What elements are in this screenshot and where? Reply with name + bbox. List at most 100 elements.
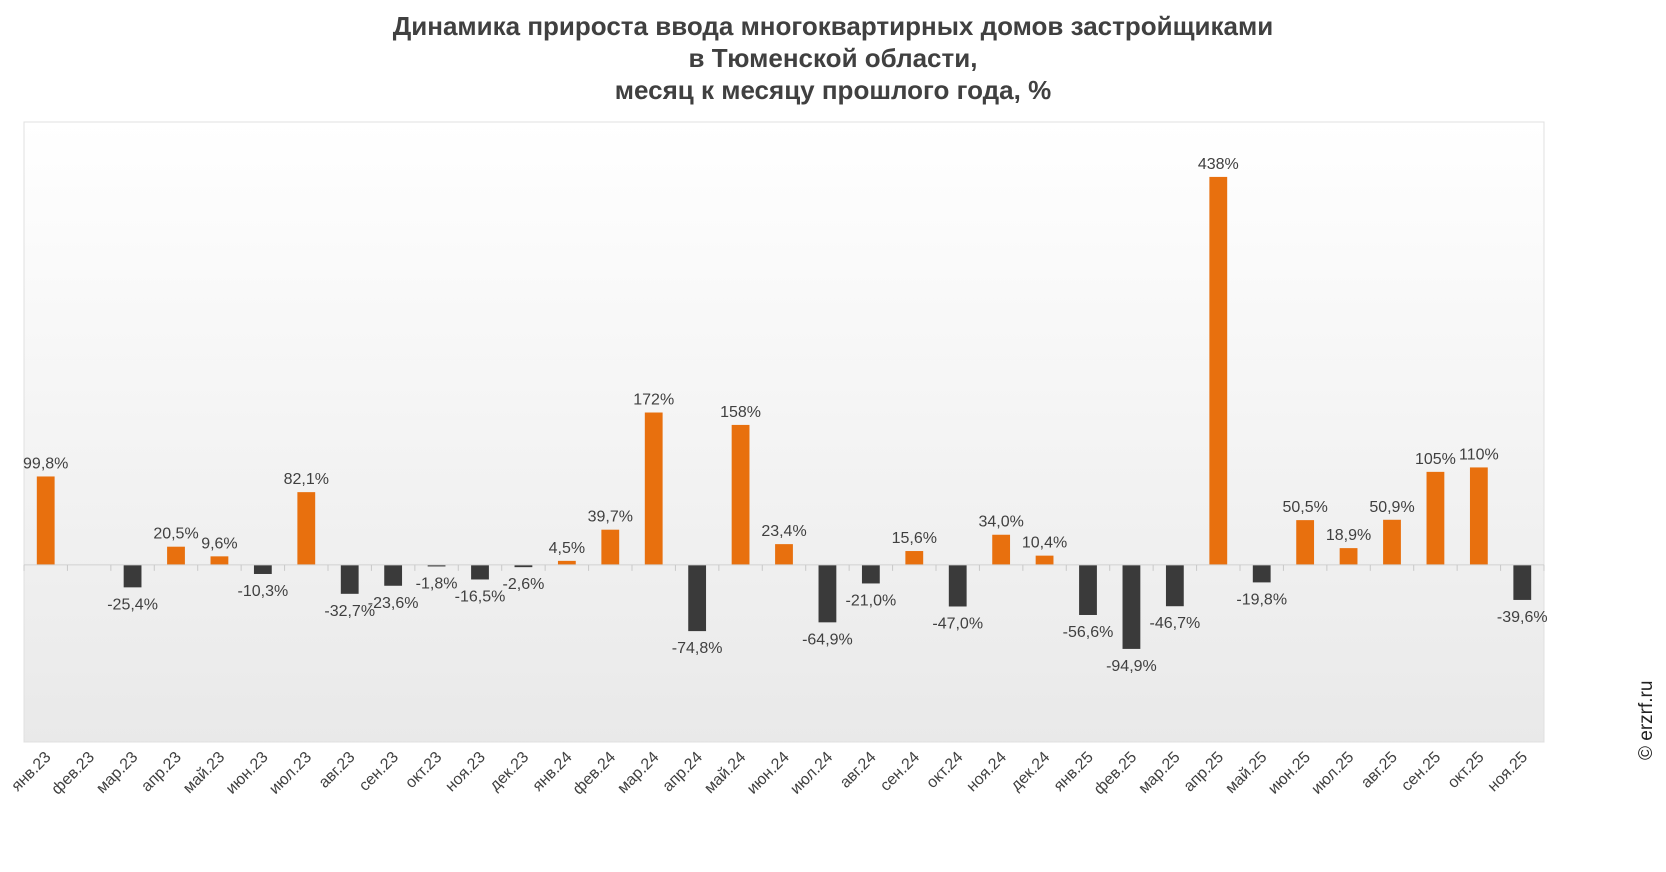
bar-сен.23 (384, 564, 403, 586)
data-label-дек.23: -2,6% (503, 576, 545, 593)
x-tick-label-июл.23: июл.23 (266, 749, 315, 798)
bar-апр.25 (1209, 176, 1228, 565)
bar-июл.24 (818, 564, 837, 623)
x-tick-label-авг.25: авг.25 (1358, 749, 1401, 792)
bar-сен.24 (905, 551, 924, 565)
data-label-июн.25: 50,5% (1282, 499, 1327, 516)
bar-дек.24 (1035, 555, 1054, 565)
data-label-май.25: -19,8% (1236, 591, 1287, 608)
data-label-окт.25: 110% (1459, 446, 1499, 463)
data-label-сен.25: 105% (1415, 451, 1456, 468)
data-label-апр.24: -74,8% (672, 640, 723, 657)
data-label-янв.24: 4,5% (549, 540, 585, 557)
x-tick-label-июл.24: июл.24 (787, 749, 836, 798)
data-label-окт.23: -1,8% (416, 575, 458, 592)
data-label-май.23: 9,6% (201, 535, 237, 552)
x-tick-label-апр.24: апр.24 (660, 749, 707, 796)
data-label-апр.23: 20,5% (153, 526, 198, 543)
bar-июл.25 (1339, 548, 1358, 565)
data-label-янв.25: -56,6% (1063, 624, 1114, 641)
x-tick-label-мар.23: мар.23 (93, 749, 141, 797)
data-label-май.24: 158% (720, 404, 761, 421)
bar-окт.24 (948, 564, 967, 607)
plot-area (23, 121, 1545, 743)
data-label-авг.25: 50,9% (1369, 499, 1414, 516)
bar-май.23 (210, 556, 229, 565)
bar-авг.24 (861, 564, 880, 584)
x-tick-label-июн.23: июн.23 (223, 749, 272, 798)
x-tick-label-июн.25: июн.25 (1265, 749, 1314, 798)
data-label-июн.24: 23,4% (761, 523, 806, 540)
x-tick-label-мар.25: мар.25 (1136, 749, 1184, 797)
bar-мар.25 (1165, 564, 1184, 607)
bar-ноя.24 (992, 534, 1011, 565)
data-label-июн.23: -10,3% (238, 583, 289, 600)
x-tick-label-авг.23: авг.23 (316, 749, 359, 792)
bar-авг.25 (1383, 519, 1401, 565)
bar-фев.25 (1122, 564, 1141, 649)
bar-июн.24 (775, 544, 793, 565)
bar-май.24 (731, 424, 750, 565)
x-tick-label-янв.24: янв.24 (530, 749, 576, 795)
data-label-мар.24: 172% (633, 392, 674, 409)
data-label-ноя.23: -16,5% (455, 588, 506, 605)
x-tick-label-ноя.24: ноя.24 (964, 749, 1010, 795)
x-tick-label-сен.23: сен.23 (356, 749, 402, 795)
x-tick-label-янв.23: янв.23 (8, 749, 54, 795)
x-tick-label-авг.24: авг.24 (837, 749, 880, 792)
data-label-мар.25: -46,7% (1150, 615, 1201, 632)
chart-title: Динамика прироста ввода многоквартирных … (0, 10, 1666, 106)
bar-апр.24 (688, 564, 707, 632)
x-tick-label-окт.23: окт.23 (402, 749, 445, 792)
data-label-авг.24: -21,0% (846, 592, 897, 609)
bar-май.25 (1252, 564, 1271, 583)
data-label-фев.24: 39,7% (588, 509, 633, 526)
data-label-авг.23: -32,7% (324, 603, 375, 620)
x-tick-label-сен.25: сен.25 (1398, 749, 1444, 795)
chart-title-line-2: в Тюменской области, (688, 43, 978, 73)
chart-title-line-3: месяц к месяцу прошлого года, % (614, 75, 1052, 105)
data-label-июл.24: -64,9% (802, 631, 853, 648)
bar-фев.24 (601, 529, 620, 565)
data-label-дек.24: 10,4% (1022, 535, 1067, 552)
bar-окт.23 (427, 564, 446, 567)
bar-окт.25 (1469, 467, 1488, 565)
x-tick-label-мар.24: мар.24 (614, 749, 662, 797)
x-tick-label-сен.24: сен.24 (877, 749, 923, 795)
bar-дек.23 (514, 564, 533, 568)
bar-мар.23 (123, 564, 142, 588)
x-tick-label-май.25: май.25 (1222, 749, 1270, 797)
bar-сен.25 (1426, 471, 1445, 565)
data-label-ноя.24: 34,0% (978, 514, 1023, 531)
x-tick-label-май.24: май.24 (701, 749, 749, 797)
x-tick-label-июл.25: июл.25 (1308, 749, 1357, 798)
data-label-мар.23: -25,4% (107, 596, 158, 613)
bar-янв.25 (1079, 564, 1097, 615)
data-label-окт.24: -47,0% (932, 615, 983, 632)
x-tick-label-апр.23: апр.23 (138, 749, 185, 796)
bar-июн.23 (253, 564, 272, 574)
x-tick-label-ноя.23: ноя.23 (442, 749, 488, 795)
x-tick-label-дек.23: дек.23 (487, 749, 533, 795)
data-label-янв.23: 99,8% (23, 455, 68, 472)
x-tick-label-дек.24: дек.24 (1008, 749, 1054, 795)
watermark: © erzrf.ru (1636, 680, 1657, 760)
bar-июл.23 (297, 492, 316, 565)
x-tick-label-фев.24: фев.24 (570, 749, 619, 798)
x-tick-label-окт.25: окт.25 (1445, 749, 1488, 792)
data-label-апр.25: 438% (1198, 156, 1239, 173)
bar-авг.23 (340, 564, 359, 594)
data-label-фев.25: -94,9% (1106, 658, 1157, 675)
bar-мар.24 (644, 412, 663, 565)
x-tick-label-ноя.25: ноя.25 (1485, 749, 1531, 795)
data-label-июл.23: 82,1% (284, 471, 329, 488)
x-tick-label-янв.25: янв.25 (1051, 749, 1097, 795)
chart-title-line-1: Динамика прироста ввода многоквартирных … (392, 11, 1274, 41)
data-label-сен.24: 15,6% (892, 530, 937, 547)
bar-янв.24 (557, 560, 576, 565)
data-label-сен.23: -23,6% (368, 595, 419, 612)
bar-июн.25 (1296, 520, 1315, 565)
data-label-июл.25: 18,9% (1326, 527, 1371, 544)
x-tick-label-фев.25: фев.25 (1091, 749, 1140, 798)
